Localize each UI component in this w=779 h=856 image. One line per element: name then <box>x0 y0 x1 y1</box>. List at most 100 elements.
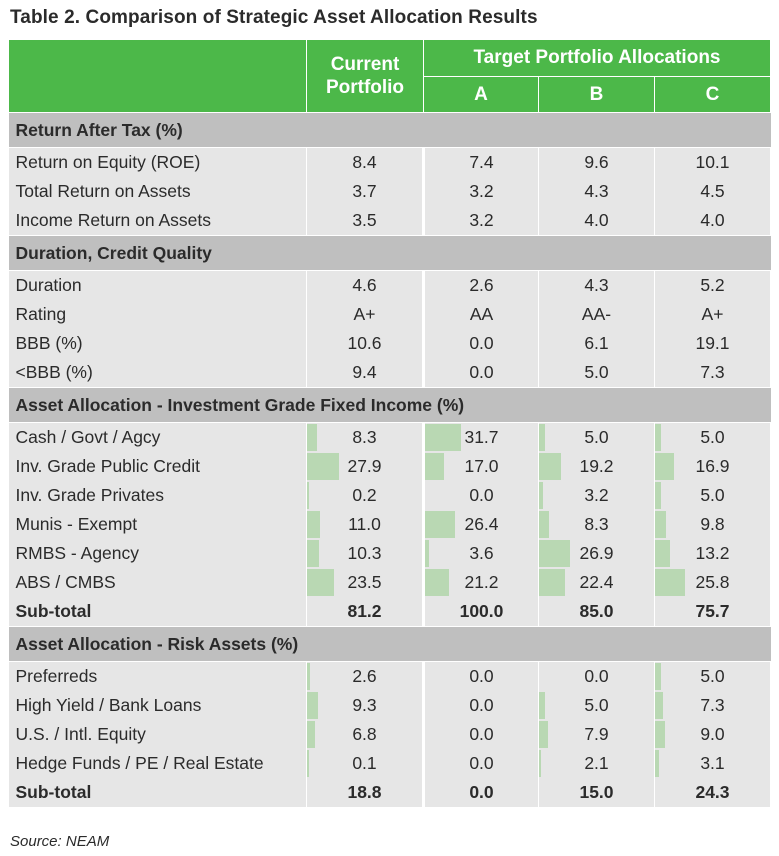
row-label: Hedge Funds / PE / Real Estate <box>8 749 307 778</box>
header-blank <box>8 39 307 113</box>
value-text: 5.0 <box>584 427 609 447</box>
allocation-bar <box>655 569 685 596</box>
value-text: 5.0 <box>700 485 725 505</box>
value-text: 3.2 <box>584 485 609 505</box>
value-cell: 5.0 <box>654 481 771 510</box>
row-label: Inv. Grade Privates <box>8 481 307 510</box>
table-title: Table 2. Comparison of Strategic Asset A… <box>10 7 538 28</box>
row-label: Rating <box>8 300 307 329</box>
value-text: 23.5 <box>347 572 382 592</box>
value-cell: 15.0 <box>538 778 655 807</box>
value-text: 0.0 <box>469 753 494 773</box>
value-cell: 4.6 <box>306 270 425 300</box>
value-text: 3.2 <box>469 181 494 201</box>
value-text: 22.4 <box>579 572 614 592</box>
value-cell: 9.6 <box>538 147 655 177</box>
allocation-bar <box>539 511 549 538</box>
value-text: 11.0 <box>348 514 381 534</box>
value-cell: 6.8 <box>306 720 425 749</box>
value-cell: 3.2 <box>423 177 539 206</box>
value-cell: 10.3 <box>306 539 425 568</box>
row-label: Inv. Grade Public Credit <box>8 452 307 481</box>
value-cell: 0.0 <box>423 778 539 807</box>
value-cell: 9.4 <box>306 358 425 388</box>
value-cell: 0.0 <box>423 329 539 358</box>
value-text: 8.3 <box>584 514 609 534</box>
value-text: 6.8 <box>352 724 377 744</box>
section-title: Return After Tax (%) <box>8 112 771 148</box>
allocation-bar <box>425 569 449 596</box>
table-row: Munis - Exempt 11.0 26.4 8.3 9.8 <box>8 510 771 539</box>
value-cell: 0.0 <box>423 358 539 388</box>
row-label: <BBB (%) <box>8 358 307 388</box>
value-cell: 2.6 <box>423 270 539 300</box>
value-cell: 5.2 <box>654 270 771 300</box>
value-cell: 11.0 <box>306 510 425 539</box>
allocation-bar <box>425 511 455 538</box>
row-label: Sub-total <box>8 597 307 627</box>
row-label: Return on Equity (ROE) <box>8 147 307 177</box>
value-cell: 3.2 <box>538 481 655 510</box>
value-text: 19.2 <box>579 456 614 476</box>
value-text: 75.7 <box>695 601 730 621</box>
value-text: 0.0 <box>469 724 494 744</box>
value-cell: 3.6 <box>423 539 539 568</box>
value-cell: 85.0 <box>538 597 655 627</box>
value-text: 85.0 <box>579 601 614 621</box>
header-target-allocations: Target Portfolio Allocations <box>423 39 771 77</box>
value-cell: 7.3 <box>654 358 771 388</box>
value-cell: 4.0 <box>654 206 771 236</box>
table-row: U.S. / Intl. Equity 6.8 0.0 7.9 9.0 <box>8 720 771 749</box>
value-text: 0.0 <box>469 362 494 382</box>
value-text: 10.6 <box>347 333 382 353</box>
allocation-bar <box>307 424 317 451</box>
allocation-bar <box>425 540 430 567</box>
value-text: 0.0 <box>469 666 494 686</box>
value-text: 0.0 <box>469 695 494 715</box>
allocation-bar <box>655 511 667 538</box>
value-cell: 24.3 <box>654 778 771 807</box>
value-text: A+ <box>701 304 724 324</box>
header-col-c: C <box>654 76 771 113</box>
allocation-bar <box>539 721 549 748</box>
table-body: Return After Tax (%) Return on Equity (RO… <box>8 112 771 807</box>
value-text: 9.6 <box>584 152 609 172</box>
value-text: 100.0 <box>459 601 504 621</box>
value-text: 21.2 <box>464 572 499 592</box>
value-text: 81.2 <box>347 601 382 621</box>
value-text: AA <box>469 304 494 324</box>
value-cell: 10.1 <box>654 147 771 177</box>
value-cell: 19.1 <box>654 329 771 358</box>
value-cell: 8.3 <box>538 510 655 539</box>
value-text: 6.1 <box>584 333 609 353</box>
value-cell: 0.0 <box>423 691 539 720</box>
value-text: 5.0 <box>584 362 609 382</box>
value-cell: 3.1 <box>654 749 771 778</box>
value-cell: 4.3 <box>538 270 655 300</box>
allocation-bar <box>539 569 565 596</box>
row-label: High Yield / Bank Loans <box>8 691 307 720</box>
value-text: 3.7 <box>352 181 377 201</box>
value-text: 2.6 <box>352 666 377 686</box>
value-cell: 27.9 <box>306 452 425 481</box>
value-text: 0.1 <box>352 753 377 773</box>
value-text: 10.3 <box>347 543 382 563</box>
value-text: 9.3 <box>352 695 377 715</box>
value-cell: 25.8 <box>654 568 771 597</box>
value-text: 4.3 <box>584 181 609 201</box>
row-label: RMBS - Agency <box>8 539 307 568</box>
row-label: ABS / CMBS <box>8 568 307 597</box>
value-text: 5.0 <box>584 695 609 715</box>
allocation-bar <box>539 453 562 480</box>
value-cell: 0.2 <box>306 481 425 510</box>
value-text: A+ <box>353 304 376 324</box>
table-row: BBB (%) 10.6 0.0 6.1 19.1 <box>8 329 771 358</box>
row-label: Sub-total <box>8 778 307 807</box>
header-current-line2: Portfolio <box>325 77 405 98</box>
value-text: 10.1 <box>695 152 730 172</box>
allocation-bar <box>307 692 318 719</box>
value-cell: 0.0 <box>423 481 539 510</box>
value-text: 0.0 <box>584 666 609 686</box>
allocation-bar <box>655 663 661 690</box>
table-row: Preferreds 2.6 0.0 0.0 5.0 <box>8 661 771 691</box>
